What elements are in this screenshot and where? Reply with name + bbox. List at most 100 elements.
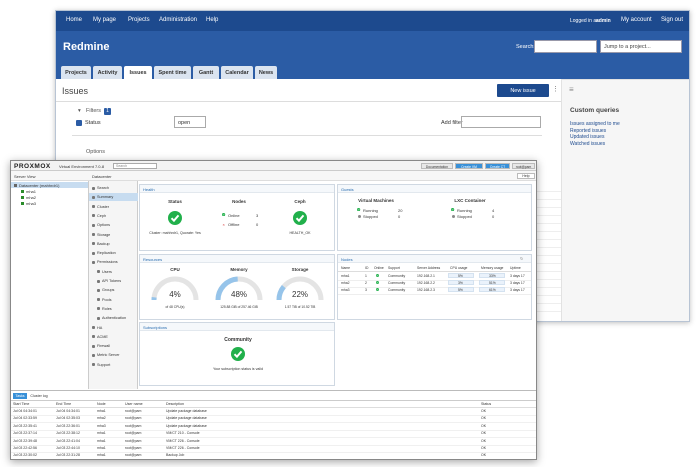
header-button[interactable]: Create VM xyxy=(455,163,483,169)
resource-tree: Datacenter (mahhrdr1) mha1 mha2 mha3 xyxy=(11,181,89,389)
check-icon xyxy=(222,212,226,217)
table-row-line xyxy=(534,311,561,312)
sidebar-link[interactable]: Issues assigned to me xyxy=(570,121,620,127)
table-cell: 3 xyxy=(365,287,367,292)
sidebar-link[interactable]: Updated issues xyxy=(570,134,605,140)
menu-item[interactable]: Replication xyxy=(89,249,138,257)
table-row-line xyxy=(534,191,561,192)
menu-item[interactable]: ACME xyxy=(89,333,138,341)
panel-title: Health xyxy=(143,187,155,192)
menu-item[interactable]: Roles xyxy=(89,305,138,313)
column-header: Description xyxy=(166,402,184,406)
top-menu-link[interactable]: My page xyxy=(93,17,117,23)
tab[interactable]: Activity xyxy=(93,66,122,79)
tab[interactable]: Spent time xyxy=(154,66,191,79)
help-button[interactable]: Help xyxy=(517,173,535,179)
table-cell: 3% xyxy=(458,280,463,285)
tab[interactable]: Projects xyxy=(61,66,91,79)
sidebar-link[interactable]: Watched issues xyxy=(570,140,606,147)
project-jump[interactable]: Jump to a project... xyxy=(600,40,682,53)
tree-node[interactable]: mha2 xyxy=(11,194,88,200)
status-checkbox[interactable] xyxy=(76,120,82,126)
tab[interactable]: Gantt xyxy=(193,66,219,79)
stopped-icon xyxy=(357,214,361,218)
menu-icon xyxy=(92,214,95,218)
server-view[interactable]: Server View xyxy=(14,174,36,179)
options-label[interactable]: Options xyxy=(86,149,105,155)
usage-bar xyxy=(448,280,474,285)
sidebar-link[interactable]: Reported issues xyxy=(570,127,607,134)
product: Virtual Environment 7.0-8 xyxy=(59,164,105,169)
rule xyxy=(56,101,561,102)
check-icon xyxy=(451,207,455,212)
menu-item[interactable]: Authentication xyxy=(89,314,138,322)
menu-item[interactable]: Summary xyxy=(89,193,138,202)
top-menu-link[interactable]: Administration xyxy=(159,17,198,23)
panel-header xyxy=(338,255,531,263)
menu-item[interactable]: Support xyxy=(89,361,138,369)
task-tab[interactable]: Tasks xyxy=(13,393,27,399)
subscription-level: Community xyxy=(224,337,252,343)
menu-item[interactable]: Ceph xyxy=(89,212,138,220)
menu-item[interactable]: Groups xyxy=(89,286,138,294)
account-link[interactable]: Sign out xyxy=(661,17,684,23)
menu-icon xyxy=(97,270,100,274)
task-cell: VM/CT 226 - Console xyxy=(166,438,200,443)
task-cell: Jul 04 04:34:01 xyxy=(56,409,80,413)
new-issue-button[interactable]: New issue xyxy=(497,84,549,97)
gauge-detail: of 48 CPU(s) xyxy=(165,305,185,309)
task-tab[interactable]: Cluster log xyxy=(30,393,48,398)
menu-item[interactable]: API Tokens xyxy=(89,277,138,285)
menu-icon xyxy=(92,335,95,339)
menu-item[interactable]: Metric Server xyxy=(89,351,138,359)
menu-item[interactable]: Cluster xyxy=(89,203,138,211)
task-cell: Update package database xyxy=(166,416,207,421)
top-menu: Home My page Projects Administration Help Log… xyxy=(56,11,689,31)
tree-node[interactable]: mha3 xyxy=(11,200,88,206)
table-cell: 5% xyxy=(458,273,463,278)
menu-item[interactable]: Options xyxy=(89,221,138,229)
account-link[interactable]: My account xyxy=(621,17,652,23)
task-cell: Jul 03 22:36:01 xyxy=(56,423,80,428)
status-select[interactable]: open xyxy=(174,116,206,128)
menu-item[interactable]: Storage xyxy=(89,231,138,239)
row-line xyxy=(11,452,536,453)
top-menu-link[interactable]: Projects xyxy=(128,17,150,23)
tab[interactable]: Issues xyxy=(124,66,152,79)
tab[interactable]: News xyxy=(255,66,277,79)
tab[interactable]: Calendar xyxy=(221,66,253,79)
menu-item[interactable]: HA xyxy=(89,324,138,332)
panel-title: Resources xyxy=(143,257,163,262)
column-header: Name xyxy=(341,266,351,270)
tree-node[interactable]: mha1 xyxy=(11,188,88,194)
top-menu-link[interactable]: Home xyxy=(66,17,83,23)
sidebar: ≡ Custom queries Issues assigned to me Repo… xyxy=(561,79,689,321)
add-filter-select[interactable] xyxy=(461,116,541,128)
menu-item[interactable]: Backup xyxy=(89,240,138,248)
rule xyxy=(11,400,536,401)
menu-item[interactable]: Search xyxy=(89,184,138,192)
row-line xyxy=(11,422,536,424)
header-button[interactable]: root@pam xyxy=(512,163,535,169)
top-menu-link[interactable]: Help xyxy=(206,17,219,23)
table-row-line xyxy=(534,295,561,296)
check-mark xyxy=(376,282,378,284)
user-link[interactable]: admin xyxy=(596,17,611,24)
header-button[interactable]: Create CT xyxy=(485,163,510,169)
check-mark xyxy=(452,208,454,211)
search-input[interactable] xyxy=(534,40,597,53)
search-box[interactable]: Search xyxy=(113,163,157,169)
menu-item[interactable]: Pools xyxy=(89,296,138,304)
online-count: 3 xyxy=(256,212,259,218)
column-header: CPU usage xyxy=(450,266,468,270)
panel: Resources CPU 4% of 48 CPU(s) Memory 48% 125.8… xyxy=(139,254,335,320)
task-cell: Jul 04 02:33:59 xyxy=(13,416,37,421)
menu-item[interactable]: Permissions xyxy=(89,258,138,266)
menu-item[interactable]: Users xyxy=(89,268,138,276)
task-cell: mha1 xyxy=(97,431,106,436)
header-button[interactable]: Documentation xyxy=(421,163,453,169)
tree-icon xyxy=(21,189,24,193)
tree-node[interactable]: Datacenter (mahhrdr1) xyxy=(11,182,88,188)
rule xyxy=(338,271,531,272)
menu-item[interactable]: Firewall xyxy=(89,342,138,350)
